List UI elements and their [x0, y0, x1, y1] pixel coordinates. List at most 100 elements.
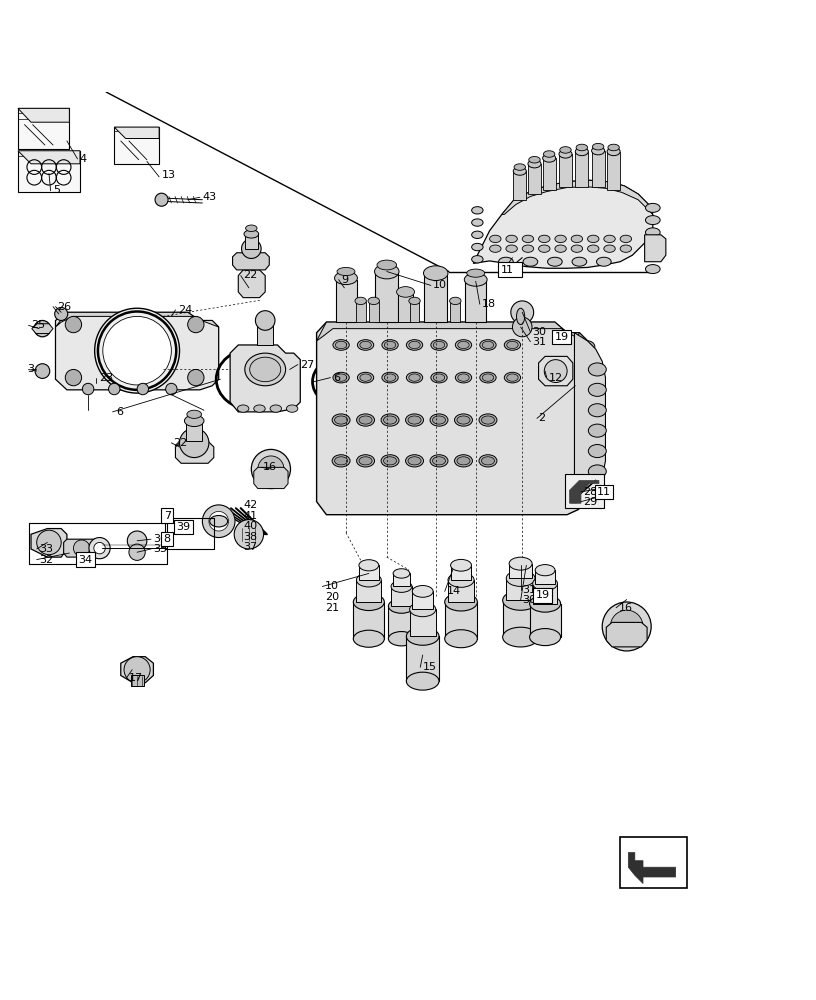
Ellipse shape — [513, 167, 526, 175]
Text: 24: 24 — [178, 305, 192, 315]
Ellipse shape — [472, 231, 483, 238]
Bar — [406, 636, 439, 681]
Ellipse shape — [381, 414, 399, 426]
Bar — [450, 302, 460, 322]
Text: 27: 27 — [300, 360, 314, 370]
Circle shape — [124, 657, 150, 683]
Ellipse shape — [522, 235, 534, 243]
Text: 10: 10 — [432, 280, 446, 290]
Bar — [410, 609, 436, 636]
Ellipse shape — [608, 144, 619, 151]
Text: 3: 3 — [27, 364, 34, 374]
Bar — [559, 154, 572, 187]
Text: 33: 33 — [39, 544, 53, 554]
Polygon shape — [238, 270, 265, 298]
Circle shape — [129, 544, 145, 560]
Circle shape — [35, 364, 50, 378]
Text: 10: 10 — [325, 581, 339, 591]
Ellipse shape — [577, 455, 595, 467]
Ellipse shape — [506, 570, 535, 586]
Circle shape — [65, 316, 82, 333]
Ellipse shape — [522, 245, 534, 252]
Bar — [391, 586, 412, 606]
Circle shape — [155, 193, 168, 206]
Text: 28: 28 — [583, 487, 597, 497]
Ellipse shape — [504, 340, 521, 350]
Polygon shape — [317, 322, 588, 515]
Ellipse shape — [588, 363, 606, 376]
Ellipse shape — [357, 340, 374, 350]
Ellipse shape — [393, 569, 410, 578]
Ellipse shape — [433, 374, 445, 381]
Ellipse shape — [424, 266, 448, 280]
Text: 41: 41 — [243, 511, 257, 521]
Ellipse shape — [388, 599, 415, 613]
Bar — [359, 565, 379, 580]
Ellipse shape — [388, 632, 415, 646]
Bar — [498, 262, 522, 277]
Polygon shape — [18, 108, 69, 149]
Bar — [528, 164, 541, 194]
Ellipse shape — [503, 627, 539, 647]
Ellipse shape — [572, 257, 587, 266]
Ellipse shape — [577, 471, 595, 483]
Ellipse shape — [335, 272, 357, 285]
Polygon shape — [31, 529, 67, 557]
Ellipse shape — [353, 593, 384, 611]
Ellipse shape — [481, 457, 494, 465]
Text: 9: 9 — [341, 275, 348, 285]
Ellipse shape — [357, 573, 381, 587]
Text: 6: 6 — [116, 407, 123, 417]
Ellipse shape — [455, 372, 472, 383]
Polygon shape — [55, 312, 219, 390]
Ellipse shape — [620, 235, 632, 243]
Ellipse shape — [596, 257, 611, 266]
Ellipse shape — [559, 150, 572, 158]
Circle shape — [512, 317, 532, 337]
Bar — [448, 580, 474, 602]
Circle shape — [95, 308, 180, 393]
Circle shape — [65, 369, 82, 386]
Ellipse shape — [507, 341, 518, 349]
Text: 1: 1 — [506, 265, 513, 275]
Polygon shape — [175, 441, 214, 463]
Ellipse shape — [382, 340, 398, 350]
Ellipse shape — [517, 308, 525, 325]
Circle shape — [103, 316, 171, 385]
Bar — [257, 322, 273, 345]
Ellipse shape — [530, 595, 561, 612]
Ellipse shape — [575, 147, 588, 156]
Polygon shape — [18, 151, 80, 192]
Ellipse shape — [604, 245, 615, 252]
Ellipse shape — [588, 245, 599, 252]
Bar — [607, 152, 620, 190]
Ellipse shape — [357, 455, 375, 467]
Ellipse shape — [406, 372, 423, 383]
Ellipse shape — [333, 340, 349, 350]
Ellipse shape — [384, 416, 397, 424]
Text: 15: 15 — [423, 662, 437, 672]
Ellipse shape — [577, 487, 595, 500]
Text: 42: 42 — [243, 500, 257, 510]
Ellipse shape — [539, 235, 550, 243]
Circle shape — [188, 316, 204, 333]
Polygon shape — [570, 480, 599, 503]
Polygon shape — [606, 622, 647, 647]
Circle shape — [251, 449, 290, 489]
Ellipse shape — [506, 245, 517, 252]
Circle shape — [82, 383, 94, 395]
Bar — [535, 570, 555, 584]
Ellipse shape — [335, 457, 348, 465]
Ellipse shape — [490, 245, 501, 252]
Bar — [513, 171, 526, 200]
Bar — [388, 606, 415, 639]
Ellipse shape — [433, 341, 445, 349]
Ellipse shape — [472, 207, 483, 214]
Ellipse shape — [430, 414, 448, 426]
Circle shape — [202, 505, 235, 538]
Ellipse shape — [607, 147, 620, 156]
Ellipse shape — [332, 455, 350, 467]
Polygon shape — [628, 853, 676, 884]
Ellipse shape — [577, 357, 595, 369]
Ellipse shape — [507, 374, 518, 381]
